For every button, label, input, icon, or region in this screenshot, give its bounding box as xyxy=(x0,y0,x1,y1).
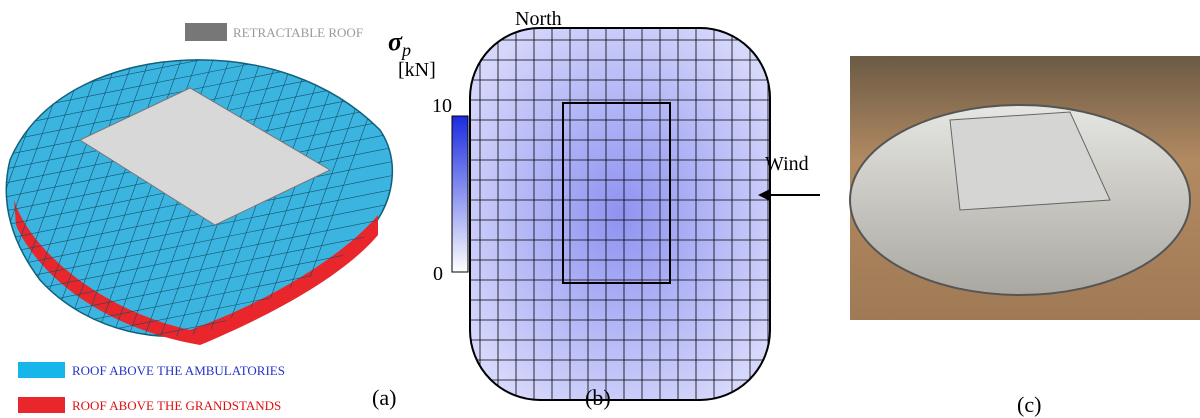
panel-label: (b) xyxy=(585,385,611,410)
panel-a: RETRACTABLE ROOF ROOF ABOVE THE AMBULATO… xyxy=(0,20,400,413)
wind-label: Wind xyxy=(765,153,809,175)
symbol-sub: p xyxy=(400,40,411,60)
legend-ambulatories: ROOF ABOVE THE AMBULATORIES xyxy=(72,363,285,378)
legend-swatch-cyan xyxy=(18,362,65,378)
symbol-main: σ xyxy=(388,27,403,56)
panel-label: (a) xyxy=(372,385,396,410)
panel-label: (c) xyxy=(1017,392,1041,417)
legend-retractable: RETRACTABLE ROOF xyxy=(233,25,363,40)
colorbar-min: 0 xyxy=(433,263,443,285)
panel-c: (c) xyxy=(850,56,1200,417)
unit-label: [kN] xyxy=(398,59,436,81)
colorbar-max: 10 xyxy=(432,95,452,117)
colorbar xyxy=(452,116,468,272)
legend-swatch-gray xyxy=(185,23,227,41)
legend-swatch-red xyxy=(18,397,65,413)
panel-b: σp North [kN] 10 0 Wind (b) xyxy=(388,8,820,410)
figure: RETRACTABLE ROOF ROOF ABOVE THE AMBULATO… xyxy=(0,0,1200,418)
symbol: σp xyxy=(388,27,411,60)
north-label: North xyxy=(515,8,562,30)
legend-grandstands: ROOF ABOVE THE GRANDSTANDS xyxy=(72,398,281,413)
stress-plan xyxy=(470,28,770,400)
